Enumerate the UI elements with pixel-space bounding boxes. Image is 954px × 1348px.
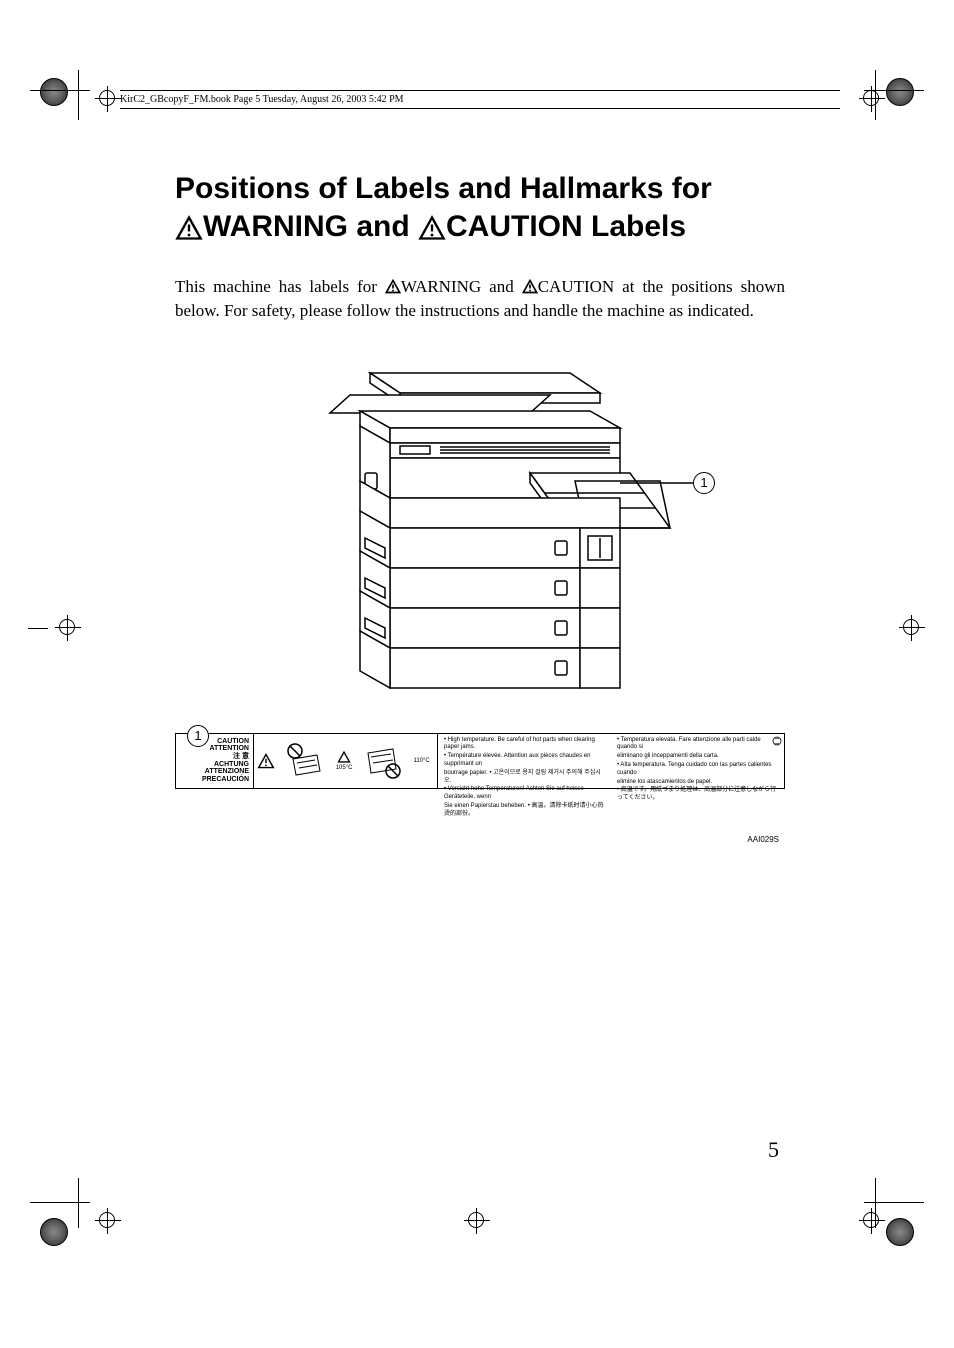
caution-line: bourrage papier. • 고온이므로 용지 걸림 제거시 주의해 주… (444, 770, 605, 786)
warning-triangle-icon (337, 751, 351, 763)
page-header: KirC2_GBcopyF_FM.book Page 5 Tuesday, Au… (120, 90, 840, 109)
figure-code: AAI029S (747, 835, 779, 844)
warning-triangle-icon (522, 279, 538, 294)
crop-line (30, 90, 90, 91)
label-detail-section: 1 CAUTION ATTENTION 注 意 ACHTUNG ATTENZIO… (175, 733, 785, 789)
warning-triangle-icon (418, 215, 446, 241)
crop-line (864, 1202, 924, 1203)
temp-diagram-1 (285, 741, 325, 781)
callout-1-label: 1 (187, 725, 209, 747)
recycle-icon (772, 736, 782, 746)
heading-line1: Positions of Labels and Hallmarks for (175, 172, 712, 205)
warning-triangle-icon (385, 279, 401, 294)
caution-line: • Température élevée. Attention aux pièc… (444, 753, 605, 769)
caution-line: • Alta temperatura. Tenga cuidado con la… (617, 762, 778, 778)
temp-diagram-2 (363, 741, 403, 781)
body-part1: This machine has labels for (175, 277, 385, 296)
heading-caution: CAUTION Labels (446, 210, 686, 243)
temp1-label: 105°C (336, 751, 353, 771)
caution-it: ATTENZIONE (205, 768, 249, 776)
caution-fr: ATTENTION (209, 745, 249, 753)
caution-en: CAUTION (217, 738, 249, 746)
crop-line (30, 1202, 90, 1203)
caution-diagrams: 105°C 110°C (278, 734, 438, 788)
main-heading: Positions of Labels and Hallmarks for WA… (175, 170, 785, 245)
body-paragraph: This machine has labels for WARNING and … (175, 275, 785, 323)
caution-line: eliminano gli inceppamenti della carta. (617, 753, 778, 761)
header-text: KirC2_GBcopyF_FM.book Page 5 Tuesday, Au… (120, 94, 404, 105)
caution-jp: 注 意 (233, 753, 249, 761)
caution-line: • Temperatura elevata. Fare attenzione a… (617, 737, 778, 753)
temp2-label: 110°C (413, 758, 429, 764)
page-number: 5 (768, 1137, 779, 1163)
caution-icon-box (254, 734, 278, 788)
caution-line: • 高温です。用紙づまり処理は、高温部分に注意しながら行ってください。 (617, 787, 778, 803)
warning-triangle-icon (175, 215, 203, 241)
caution-text-col1: • High temperature. Be careful of hot pa… (438, 734, 611, 788)
callout-number: 1 (700, 475, 707, 490)
printer-diagram: 1 (240, 353, 720, 713)
caution-de: ACHTUNG (214, 761, 249, 769)
crop-line (78, 70, 79, 120)
caution-es: PRECAUCIÓN (202, 776, 249, 784)
caution-line: • Vorsicht hohe Temperaturen! Achten Sie… (444, 786, 605, 802)
caution-label: CAUTION ATTENTION 注 意 ACHTUNG ATTENZIONE… (175, 733, 785, 789)
caution-line: • High temperature. Be careful of hot pa… (444, 737, 605, 753)
crop-line (78, 1178, 79, 1228)
content-area: Positions of Labels and Hallmarks for WA… (175, 170, 785, 789)
heading-warning: WARNING and (203, 210, 418, 243)
warning-triangle-icon (257, 753, 275, 769)
body-warning: WARNING and (401, 277, 522, 296)
callout-1: 1 (693, 472, 715, 494)
printer-svg (240, 353, 720, 713)
caution-line: elimine los atascamientos de papel. (617, 779, 778, 787)
caution-line: Sie einen Papierstau beheben. • 高温。清除卡纸时… (444, 803, 605, 819)
caution-text-col2: • Temperatura elevata. Fare attenzione a… (611, 734, 784, 788)
callout-number: 1 (194, 728, 201, 743)
